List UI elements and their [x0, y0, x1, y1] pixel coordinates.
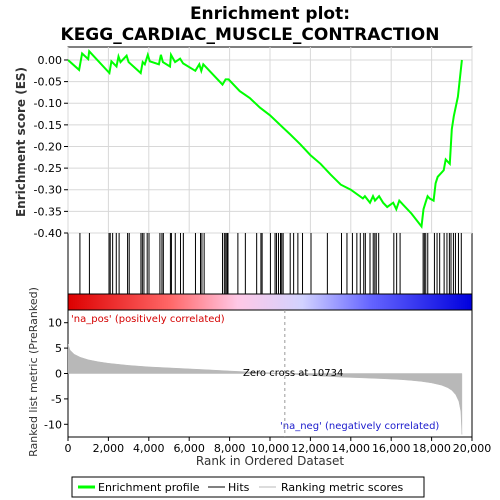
neg-correlated-label: 'na_neg' (negatively correlated): [280, 421, 439, 432]
x-tick-label: 2,000: [93, 442, 125, 455]
es-y-ticks: 0.00 -0.05 -0.10 -0.15 -0.20 -0.25 -0.30 -0.35 -…: [34, 54, 68, 240]
es-y-tick-label: -0.15: [34, 119, 62, 132]
metric-y-tick-label: -10: [44, 418, 62, 431]
x-tick-label: 14,000: [332, 442, 371, 455]
x-tick-label: 8,000: [214, 442, 246, 455]
hit-marks: [79, 233, 462, 294]
x-tick-label: 6,000: [173, 442, 205, 455]
metric-y-tick-label: 10: [48, 317, 62, 330]
es-y-tick-label: -0.05: [34, 76, 62, 89]
x-tick-label: 16,000: [372, 442, 411, 455]
legend-label-ranking-metric: Ranking metric scores: [281, 481, 403, 494]
ranking-metric-area: [68, 343, 463, 435]
rank-gradient-bar: [67, 293, 473, 311]
es-grid: [67, 47, 473, 234]
x-tick-label: 18,000: [412, 442, 451, 455]
es-y-tick-label: -0.25: [34, 162, 62, 175]
x-tick-label: 10,000: [251, 442, 290, 455]
legend-box: [71, 476, 425, 498]
zero-cross-label: Zero cross at 10734: [243, 368, 343, 379]
x-tick-label: 4,000: [133, 442, 165, 455]
legend-item-hits: Hits: [208, 481, 250, 494]
metric-y-tick-label: -5: [51, 393, 62, 406]
x-ticks: 0 2,000 4,000 6,000 8,000 10,000 12,000 14,000 1…: [65, 437, 492, 455]
legend-item-enrichment-profile: Enrichment profile: [78, 481, 200, 494]
metric-y-axis-label: Ranked list metric (PreRanked): [27, 287, 40, 457]
metric-y-tick-label: 5: [55, 342, 62, 355]
chart-title-line1: Enrichment plot:: [190, 4, 350, 24]
metric-y-ticks: 10 5 0 -5 -10: [44, 317, 68, 431]
legend-label-hits: Hits: [228, 481, 250, 494]
es-series: [68, 49, 463, 230]
es-y-tick-label: -0.40: [34, 227, 62, 240]
x-tick-label: 0: [65, 442, 72, 455]
legend-label-enrichment-profile: Enrichment profile: [98, 481, 200, 494]
x-tick-label: 20,000: [453, 442, 492, 455]
legend-item-ranking-metric: Ranking metric scores: [259, 481, 403, 494]
es-y-tick-label: -0.35: [34, 205, 62, 218]
metric-series: [68, 343, 463, 435]
metric-y-tick-label: 0: [55, 368, 62, 381]
es-y-tick-label: 0.00: [38, 54, 63, 67]
pos-correlated-label: 'na_pos' (positively correlated): [71, 314, 225, 325]
chart-title-line2: KEGG_CARDIAC_MUSCLE_CONTRACTION: [61, 25, 440, 45]
x-axis-label: Rank in Ordered Dataset: [196, 454, 344, 468]
es-y-tick-label: -0.20: [34, 140, 62, 153]
es-y-axis-label: Enrichment score (ES): [14, 67, 28, 217]
enrichment-profile-line: [68, 49, 463, 230]
es-y-tick-label: -0.30: [34, 184, 62, 197]
x-tick-label: 12,000: [291, 442, 330, 455]
es-y-tick-label: -0.10: [34, 97, 62, 110]
